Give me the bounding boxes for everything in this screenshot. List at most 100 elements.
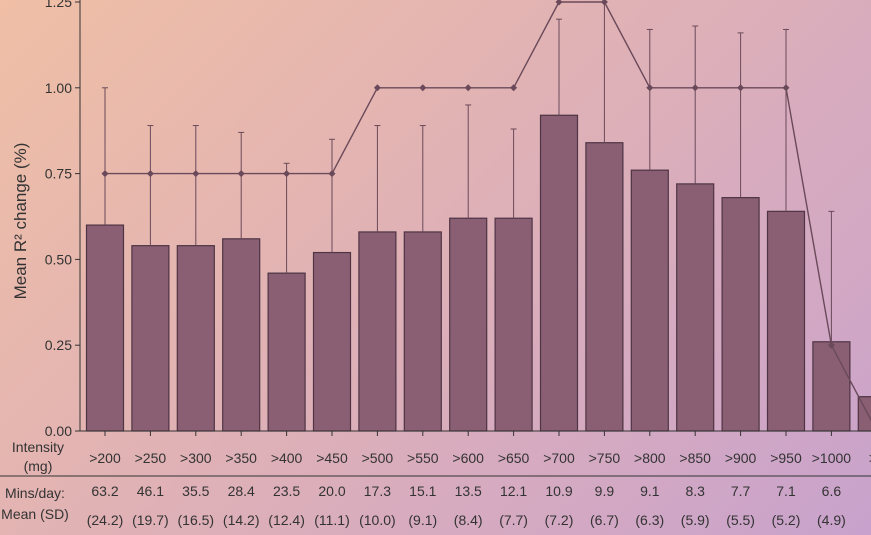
line-point <box>827 341 835 349</box>
x-tick-label: >900 <box>725 450 757 466</box>
bar <box>494 217 533 432</box>
mean-mins-value: 12.1 <box>500 483 527 499</box>
line-series-layer <box>101 0 871 422</box>
line-point <box>555 0 563 6</box>
x-tick-label: >250 <box>135 450 167 466</box>
bar <box>176 245 215 432</box>
bar <box>721 197 760 432</box>
bar <box>630 169 669 432</box>
mean-mins-value: 46.1 <box>137 483 164 499</box>
line-point <box>691 84 699 92</box>
bar <box>766 210 806 432</box>
line-point <box>464 84 472 92</box>
mean-mins-value: 9.9 <box>595 483 615 499</box>
x-tick-label: >600 <box>452 450 484 466</box>
line-point <box>600 0 608 6</box>
mean-mins-value: 28.4 <box>228 483 255 499</box>
line-point <box>101 170 109 178</box>
line-point <box>146 170 154 178</box>
sd-mins-value: (5.9) <box>681 512 710 528</box>
x-tick-label: >200 <box>89 450 121 466</box>
sd-mins-value: (24.2) <box>87 512 124 528</box>
bar <box>539 114 579 432</box>
sd-mins-value: (6.3) <box>635 512 664 528</box>
mean-sd-label: Mean (SD) <box>1 506 69 522</box>
x-tick-label: >1000 <box>812 450 852 466</box>
sd-mins-value: (10.0) <box>359 512 396 528</box>
bar <box>676 183 715 432</box>
intensity-label: Intensity <box>12 439 64 455</box>
mean-mins-value: 23.5 <box>273 483 300 499</box>
line-point <box>510 84 518 92</box>
x-tick-label: >650 <box>498 450 530 466</box>
x-tick-label: >700 <box>543 450 575 466</box>
line-point <box>237 170 245 178</box>
line-point <box>737 84 745 92</box>
sd-mins-value: (8.4) <box>454 512 483 528</box>
line-point <box>782 84 790 92</box>
x-tick-label: >950 <box>770 450 802 466</box>
y-tick-label: 0.50 <box>45 251 72 267</box>
sd-mins-value: (9.1) <box>408 512 437 528</box>
bar <box>358 231 397 432</box>
bar <box>812 341 851 432</box>
bar <box>222 238 261 432</box>
mean-mins-value: 6.6 <box>822 483 842 499</box>
bar <box>585 142 624 432</box>
intensity-unit-label: (mg) <box>24 458 53 474</box>
sd-mins-value: (12.4) <box>268 512 305 528</box>
mean-mins-value: 10.9 <box>545 483 572 499</box>
sd-mins-value: (7.7) <box>499 512 528 528</box>
sd-mins-value: (11.1) <box>314 512 350 528</box>
mean-mins-value: 17.3 <box>364 483 391 499</box>
y-axis-title: Mean R² change (%) <box>11 143 30 300</box>
line-point <box>646 84 654 92</box>
mean-mins-value: 7.7 <box>731 483 751 499</box>
sd-mins-value: (7.2) <box>545 512 574 528</box>
mean-mins-value: 35.5 <box>182 483 209 499</box>
y-tick-label: 1.25 <box>45 0 72 10</box>
x-tick-label: >1 <box>869 450 871 466</box>
sd-mins-value: (6.7) <box>590 512 619 528</box>
y-tick-label: 0.00 <box>45 423 72 439</box>
x-tick-label: >850 <box>679 450 711 466</box>
mean-mins-value: 7.1 <box>776 483 796 499</box>
y-tick-label: 0.75 <box>45 166 72 182</box>
mins-label: Mins/day: <box>5 485 65 501</box>
axes-layer: 0.00 0.25 0.50 0.75 1.00 1.25 >200 >250 >300 >350… <box>45 0 871 466</box>
mean-mins-value: 63.2 <box>91 483 118 499</box>
x-tick-label: >450 <box>316 450 348 466</box>
sd-mins-value: (19.7) <box>132 512 169 528</box>
line-point <box>283 170 291 178</box>
mean-mins-value: 13.5 <box>455 483 482 499</box>
sd-mins-value: (4.9) <box>817 512 846 528</box>
sd-mins-value: (5.2) <box>772 512 801 528</box>
bars-layer <box>85 114 871 432</box>
x-tick-label: >350 <box>225 450 257 466</box>
line-series <box>105 1 871 422</box>
bar <box>857 396 871 432</box>
mean-mins-value: 15.1 <box>409 483 436 499</box>
line-point <box>192 170 200 178</box>
bar <box>403 231 442 432</box>
line-point <box>328 170 336 178</box>
x-tick-label: >400 <box>271 450 303 466</box>
bar <box>85 224 125 432</box>
bar <box>449 217 488 432</box>
x-tick-label: >550 <box>407 450 439 466</box>
sd-mins-value: (5.5) <box>726 512 755 528</box>
bar <box>267 272 306 432</box>
line-point <box>419 84 427 92</box>
x-tick-label: >800 <box>634 450 666 466</box>
mean-mins-value: 9.1 <box>640 483 660 499</box>
x-tick-label: >750 <box>589 450 621 466</box>
y-tick-label: 1.00 <box>45 80 72 96</box>
mean-mins-value: 20.0 <box>318 483 345 499</box>
bar <box>312 251 352 432</box>
error-bars-layer <box>102 1 835 342</box>
bar <box>131 245 170 432</box>
sd-mins-value: (16.5) <box>178 512 215 528</box>
x-tick-label: >500 <box>362 450 394 466</box>
